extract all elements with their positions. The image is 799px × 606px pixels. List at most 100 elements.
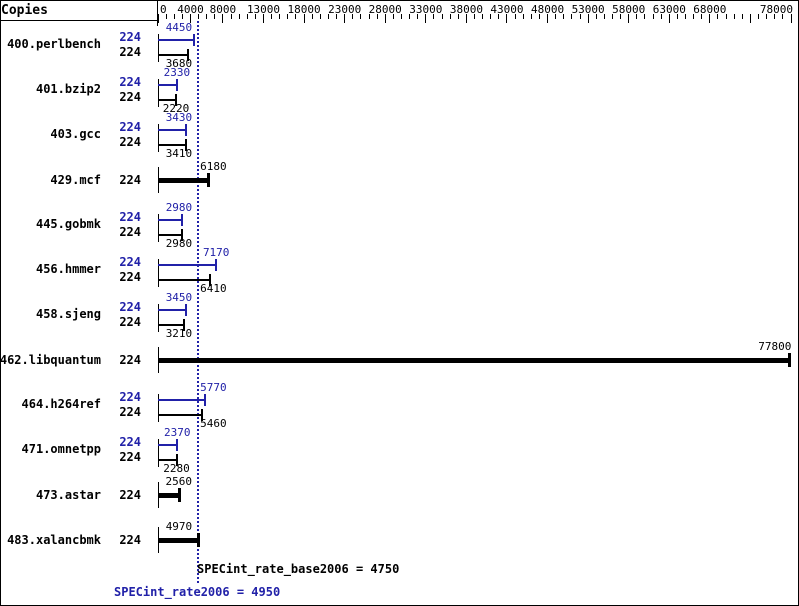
bar-left-bracket (158, 34, 159, 62)
copies-count: 224 (119, 90, 141, 104)
axis-tick (482, 14, 484, 19)
bar-value-label: 6410 (200, 282, 227, 295)
bar-value-label: 2560 (165, 475, 193, 488)
axis-tick-label: 58000 (612, 3, 646, 16)
base-bar (158, 459, 177, 461)
peak-bar (158, 264, 217, 266)
peak-bar (158, 39, 195, 41)
header-divider-vertical (157, 1, 158, 26)
axis-tick-label: 38000 (449, 3, 483, 16)
axis-tick (782, 14, 784, 19)
axis-tick (352, 14, 354, 19)
axis-tick (230, 14, 232, 19)
axis-tick (319, 14, 321, 19)
bar-value-label: 6180 (200, 160, 227, 173)
base-bar (158, 234, 183, 236)
axis-tick-label: 33000 (409, 3, 443, 16)
axis-tick-label: 13000 (246, 3, 281, 16)
copies-count: 224 (119, 488, 141, 502)
axis-tick (530, 14, 532, 19)
axis-tick (676, 14, 678, 19)
bar-left-bracket (158, 214, 159, 242)
benchmark-name: 458.sjeng (35, 307, 101, 321)
bar-left-bracket (158, 439, 159, 467)
axis-tick (449, 14, 451, 19)
axis-tick (620, 14, 622, 19)
axis-tick (303, 14, 305, 23)
axis-tick (376, 14, 378, 19)
axis-tick (214, 14, 216, 19)
base-bar (158, 99, 177, 101)
bar-value-label: 3410 (165, 147, 193, 160)
axis-tick (701, 14, 703, 19)
bar-end-cap (181, 229, 184, 241)
copies-count: 224 (119, 450, 141, 464)
axis-tick (636, 14, 638, 19)
base-bar (158, 324, 185, 326)
bar-end-cap (197, 533, 201, 547)
bar-end-cap (203, 394, 206, 406)
axis-tick (522, 14, 524, 19)
copies-column-header: Copies (1, 3, 48, 18)
axis-tick (173, 14, 175, 19)
bar-value-label: 2980 (165, 201, 193, 214)
bar-value-label: 77800 (758, 340, 792, 353)
axis-tick (766, 14, 768, 19)
copies-count: 224 (119, 75, 141, 89)
axis-tick (433, 14, 435, 19)
bar-value-label: 2980 (165, 237, 193, 250)
axis-tick-label: 68000 (693, 3, 727, 16)
axis-tick (563, 14, 565, 19)
benchmark-name: 483.xalancbmk (7, 533, 101, 547)
axis-tick (400, 14, 402, 19)
benchmark-name: 462.libquantum (0, 353, 101, 367)
axis-tick-label: 8000 (209, 3, 237, 16)
base-metric-summary: SPECint_rate_base2006 = 4750 (197, 562, 400, 576)
axis-tick-label: 63000 (652, 3, 686, 16)
axis-tick (547, 14, 549, 23)
axis-tick (181, 14, 183, 19)
copies-count: 224 (119, 315, 141, 329)
bar-end-cap (175, 79, 178, 91)
bar-left-bracket (158, 79, 159, 107)
bar-value-label: 5770 (200, 381, 227, 394)
bar-left-bracket (158, 394, 159, 422)
axis-tick (579, 14, 581, 19)
copies-count: 224 (119, 435, 141, 449)
bar-end-cap (186, 49, 189, 61)
base-bar (158, 279, 211, 281)
axis-tick (685, 14, 686, 19)
bar-value-label: 2280 (163, 462, 190, 475)
bar-end-cap (183, 319, 186, 331)
benchmark-name: 429.mcf (50, 173, 101, 187)
bar-value-label: 4450 (165, 21, 193, 34)
bar-end-cap (184, 304, 187, 316)
bar-value-label: 3430 (165, 111, 193, 124)
axis-tick (417, 14, 419, 19)
copies-count: 224 (119, 30, 141, 44)
bar-value-label: 3210 (165, 327, 193, 340)
copies-count: 224 (119, 255, 141, 269)
axis-tick (198, 14, 200, 19)
axis-tick-label: 53000 (571, 3, 605, 16)
axis-tick (457, 14, 459, 19)
axis-tick (652, 14, 654, 19)
base-bar (158, 54, 188, 56)
axis-tick (506, 14, 508, 23)
axis-tick (733, 14, 735, 19)
bar-end-cap (184, 139, 187, 151)
axis-tick (368, 14, 370, 19)
copies-count: 224 (119, 135, 141, 149)
axis-tick (238, 14, 240, 19)
axis-tick (514, 14, 516, 19)
axis-tick (603, 14, 605, 19)
axis-tick-label: 18000 (287, 3, 321, 16)
axis-tick (555, 14, 557, 19)
bar-left-bracket (158, 259, 159, 287)
axis-tick (709, 14, 711, 23)
bar-value-label: 2330 (163, 66, 191, 79)
axis-tick (749, 14, 751, 23)
bar-end-cap (193, 34, 196, 46)
base-peak-bar (158, 178, 209, 183)
